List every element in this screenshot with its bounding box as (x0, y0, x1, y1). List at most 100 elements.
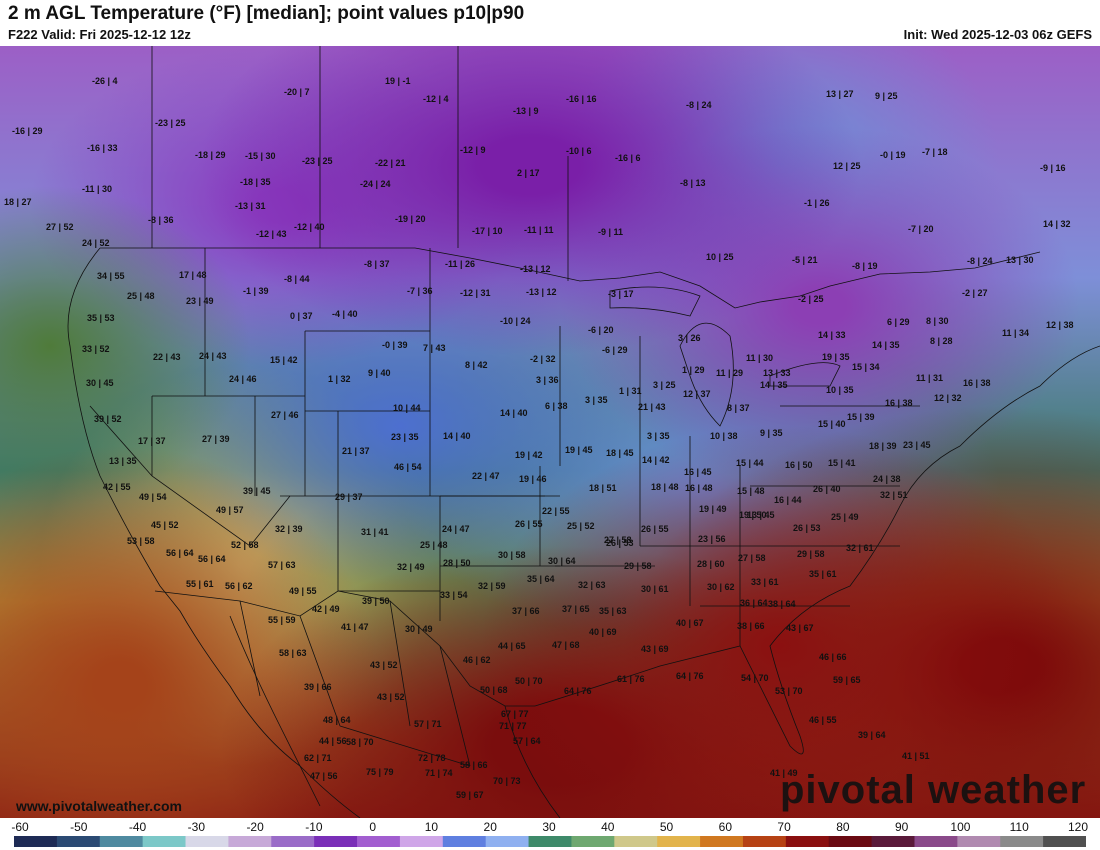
point-value-label: 57 | 63 (268, 560, 296, 570)
colorbar-tick-label: 30 (542, 820, 556, 834)
temperature-map: -26 | 4 -20 | 7 19 | -1 -12 | 4 -16 | 16 -8 |… (0, 46, 1100, 818)
colorbar-tick-label: 90 (894, 820, 909, 834)
point-value-label: 67 | 77 (501, 709, 529, 719)
point-value-label: 42 | 55 (103, 482, 131, 492)
point-value-label: 14 | 42 (642, 455, 670, 465)
point-value-label: -2 | 27 (962, 288, 988, 298)
colorbar-tick-label: 100 (950, 820, 971, 834)
colorbar-tick-label: 70 (777, 820, 791, 834)
colorbar-swatch (828, 836, 873, 847)
point-value-label: 41 | 47 (341, 622, 369, 632)
point-value-label: 9 | 40 (368, 368, 391, 378)
point-value-label: 72 | 78 (418, 753, 446, 763)
point-value-label: -18 | 35 (240, 177, 271, 187)
point-value-label: 35 | 64 (527, 574, 555, 584)
point-value-label: -5 | 21 (792, 255, 818, 265)
point-value-label: 46 | 54 (394, 462, 422, 472)
point-value-label: 45 | 52 (151, 520, 179, 530)
point-value-label: -8 | 37 (364, 259, 390, 269)
point-value-label: 15 | 42 (270, 355, 298, 365)
point-value-label: 34 | 55 (97, 271, 125, 281)
point-value-label: 35 | 53 (87, 313, 115, 323)
point-value-label: 12 | 25 (833, 161, 861, 171)
point-value-label: 17 | 48 (179, 270, 207, 280)
point-value-label: 30 | 58 (498, 550, 526, 560)
point-value-label: 1 | 29 (682, 365, 705, 375)
colorbar-swatch (314, 836, 358, 847)
point-value-label: -13 | 12 (526, 287, 557, 297)
point-value-label: -12 | 9 (460, 145, 486, 155)
point-value-label: 50 | 70 (515, 676, 543, 686)
point-value-label: 10 | 35 (826, 385, 854, 395)
point-value-label: 8 | 42 (465, 360, 488, 370)
point-value-label: 29 | 58 (624, 561, 652, 571)
point-value-label: -1 | 26 (804, 198, 830, 208)
point-value-label: 30 | 62 (707, 582, 735, 592)
point-value-label: 21 | 37 (342, 446, 370, 456)
point-value-label: 21 | 43 (638, 402, 666, 412)
point-value-label: 19 | 49 (699, 504, 727, 514)
point-value-label: 40 | 69 (589, 627, 617, 637)
colorbar-swatch (1043, 836, 1086, 847)
point-value-label: -23 | 25 (155, 118, 186, 128)
point-value-label: 56 | 62 (225, 581, 253, 591)
point-value-label: 28 | 50 (443, 558, 471, 568)
point-value-label: 10 | 38 (710, 431, 738, 441)
point-value-label: 26 | 40 (813, 484, 841, 494)
point-value-label: 70 | 73 (493, 776, 521, 786)
point-value-label: -9 | 16 (1040, 163, 1066, 173)
point-value-label: 10 | 44 (393, 403, 421, 413)
point-value-label: 18 | 48 (651, 482, 679, 492)
point-value-label: 11 | 31 (916, 373, 944, 383)
point-value-label: 15 | 39 (847, 412, 875, 422)
point-value-label: 54 | 70 (741, 673, 769, 683)
point-value-label: 16 | 44 (774, 495, 802, 505)
point-value-label: 25 | 48 (127, 291, 155, 301)
point-value-label: 18 | 45 (606, 448, 634, 458)
valid-time: F222 Valid: Fri 2025-12-12 12z (8, 27, 191, 42)
point-value-label: 22 | 47 (472, 471, 500, 481)
point-value-label: 33 | 52 (82, 344, 110, 354)
point-value-label: 37 | 66 (512, 606, 540, 616)
point-value-label: 19 | -1 (385, 76, 411, 86)
point-value-label: 2 | 17 (517, 168, 540, 178)
point-value-label: 26 | 53 (606, 538, 634, 548)
point-value-label: 62 | 71 (304, 753, 332, 763)
point-value-label: 47 | 56 (310, 771, 338, 781)
point-value-label: -16 | 29 (12, 126, 43, 136)
colorbar-tick-label: 0 (369, 820, 376, 834)
point-value-label: -13 | 12 (520, 264, 551, 274)
colorbar-tick-label: -30 (187, 820, 205, 834)
point-value-label: 30 | 64 (548, 556, 576, 566)
point-value-label: -2 | 32 (530, 354, 556, 364)
point-value-label: 15 | 44 (736, 458, 764, 468)
point-value-label: 57 | 64 (513, 736, 541, 746)
point-value-label: 1 | 31 (619, 386, 642, 396)
colorbar-swatch (442, 836, 487, 847)
point-value-label: 14 | 33 (818, 330, 846, 340)
point-value-label: 61 | 76 (617, 674, 645, 684)
point-value-label: 33 | 61 (751, 577, 779, 587)
point-value-label: 39 | 66 (304, 682, 332, 692)
point-value-label: 26 | 55 (515, 519, 543, 529)
point-value-label: 23 | 49 (186, 296, 214, 306)
point-value-label: 6 | 38 (545, 401, 568, 411)
point-value-label: 47 | 68 (552, 640, 580, 650)
point-value-label: 35 | 61 (809, 569, 837, 579)
point-value-label: 32 | 49 (397, 562, 425, 572)
point-value-label: 44 | 56 (319, 736, 347, 746)
point-value-label: 3 | 35 (647, 431, 670, 441)
point-value-label: 23 | 45 (903, 440, 931, 450)
point-value-label: 32 | 59 (478, 581, 506, 591)
point-value-label: 27 | 58 (738, 553, 766, 563)
point-value-label: -8 | 13 (680, 178, 706, 188)
point-value-label: -26 | 4 (92, 76, 118, 86)
point-value-label: 0 | 37 (290, 311, 313, 321)
point-value-label: 18 | 39 (869, 441, 897, 451)
point-value-label: -15 | 30 (245, 151, 276, 161)
point-value-label: 13 | 30 (1006, 255, 1034, 265)
point-value-label: -12 | 31 (460, 288, 491, 298)
site-watermark: www.pivotalweather.com (16, 798, 182, 814)
point-value-label: -10 | 24 (500, 316, 531, 326)
point-value-label: -6 | 20 (588, 325, 614, 335)
